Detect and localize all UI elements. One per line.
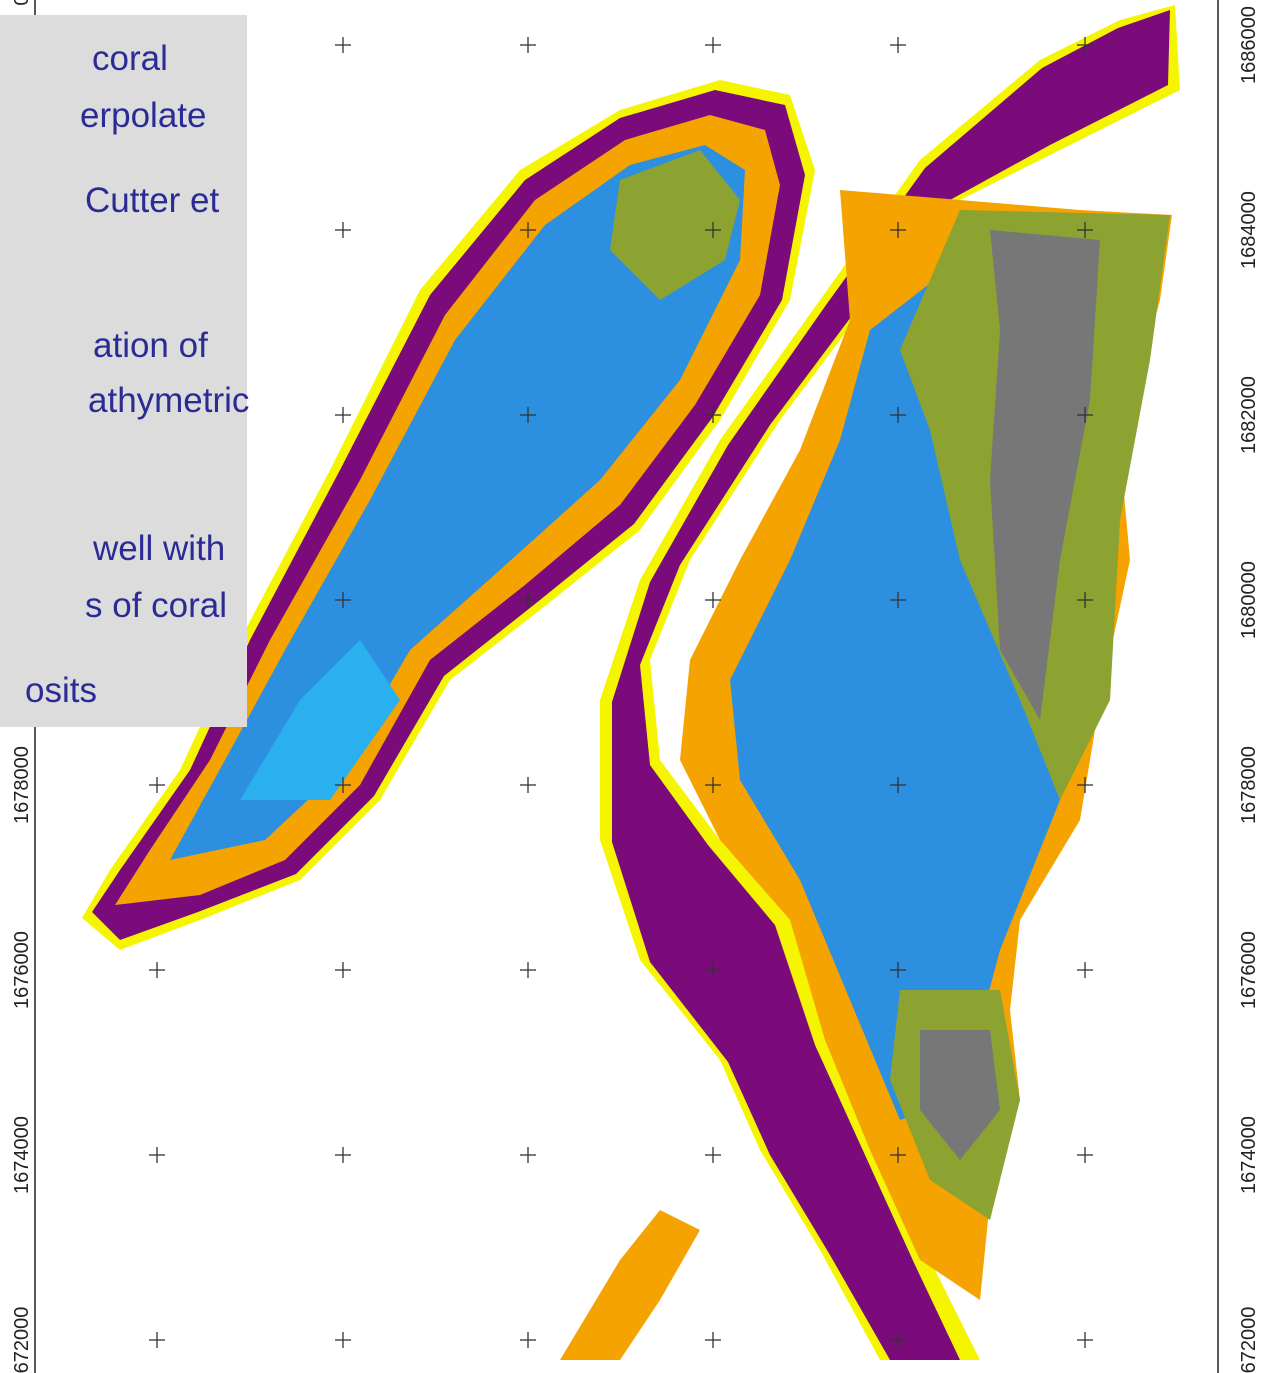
text-line: ation of xyxy=(93,326,208,365)
y-tick-label: 672000 xyxy=(11,1307,33,1373)
text-line: athymetric xyxy=(88,381,249,420)
page: 0 1678000 1676000 1674000 672000 1686000 1684… xyxy=(0,0,1266,1373)
map: 0 1678000 1676000 1674000 672000 1686000 1684… xyxy=(0,0,1266,1373)
text-line: erpolate xyxy=(80,96,206,135)
y-tick-label: 1680000 xyxy=(1238,561,1260,639)
y-tick-label: 1674000 xyxy=(1238,1116,1260,1194)
y-tick-label: 1674000 xyxy=(11,1116,33,1194)
y-tick-label: 672000 xyxy=(1238,1307,1260,1373)
y-tick-label: 0 xyxy=(11,0,33,6)
y-tick-label: 1682000 xyxy=(1238,376,1260,454)
y-tick-label: 1684000 xyxy=(1238,191,1260,269)
y-tick-label: 1686000 xyxy=(1238,6,1260,84)
text-line: coral xyxy=(92,39,168,78)
text-line: s of coral xyxy=(85,586,227,625)
y-tick-label: 1676000 xyxy=(1238,931,1260,1009)
y-tick-label: 1678000 xyxy=(11,746,33,824)
y-tick-label: 1676000 xyxy=(11,931,33,1009)
right-axis-labels: 1686000 1684000 1682000 1680000 1678000 16760… xyxy=(1238,6,1260,1373)
text-line: osits xyxy=(25,671,97,710)
y-tick-label: 1678000 xyxy=(1238,746,1260,824)
text-line: Cutter et xyxy=(85,181,219,220)
text-line: well with xyxy=(92,529,225,568)
